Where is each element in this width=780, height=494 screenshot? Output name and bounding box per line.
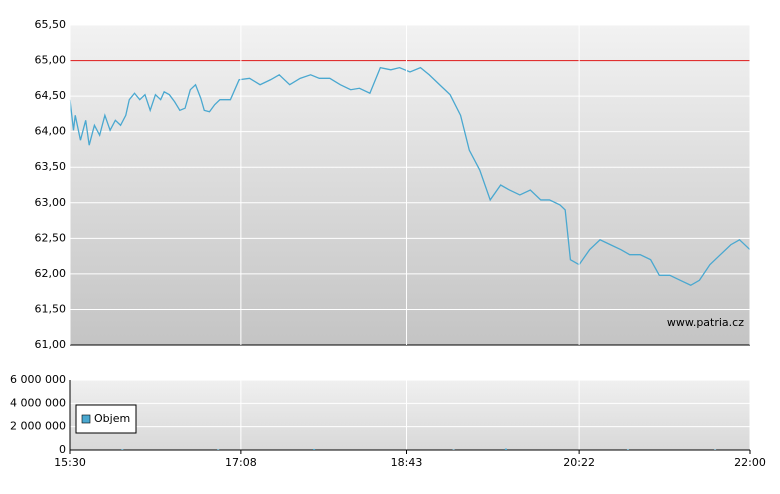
volume-bar bbox=[217, 449, 219, 450]
y-tick-label: 63,00 bbox=[35, 196, 67, 209]
volume-bar bbox=[121, 449, 123, 450]
y-tick-label: 65,50 bbox=[35, 18, 67, 31]
x-tick-label: 20:22 bbox=[563, 456, 595, 469]
y-tick-label: 2 000 000 bbox=[10, 420, 66, 433]
y-tick-label: 61,50 bbox=[35, 302, 67, 315]
y-tick-label: 64,50 bbox=[35, 89, 67, 102]
y-tick-label: 63,50 bbox=[35, 160, 67, 173]
x-tick-label: 17:08 bbox=[225, 456, 257, 469]
y-tick-label: 4 000 000 bbox=[10, 396, 66, 409]
x-tick-label: 22:00 bbox=[734, 456, 766, 469]
y-tick-label: 0 bbox=[59, 443, 66, 456]
y-tick-label: 61,00 bbox=[35, 338, 67, 351]
plot-background bbox=[70, 25, 750, 345]
x-tick-label: 15:30 bbox=[54, 456, 86, 469]
x-tick-label: 18:43 bbox=[391, 456, 423, 469]
y-tick-label: 65,00 bbox=[35, 54, 67, 67]
volume-bar bbox=[505, 449, 507, 450]
legend-label: Objem bbox=[94, 412, 130, 425]
volume-bar bbox=[627, 449, 629, 450]
plot-background bbox=[70, 380, 750, 450]
y-tick-label: 64,00 bbox=[35, 125, 67, 138]
y-tick-label: 62,50 bbox=[35, 231, 67, 244]
volume-bar bbox=[313, 449, 315, 450]
y-tick-label: 62,00 bbox=[35, 267, 67, 280]
watermark: www.patria.cz bbox=[667, 316, 744, 329]
legend-swatch bbox=[82, 415, 90, 423]
y-tick-label: 6 000 000 bbox=[10, 373, 66, 386]
